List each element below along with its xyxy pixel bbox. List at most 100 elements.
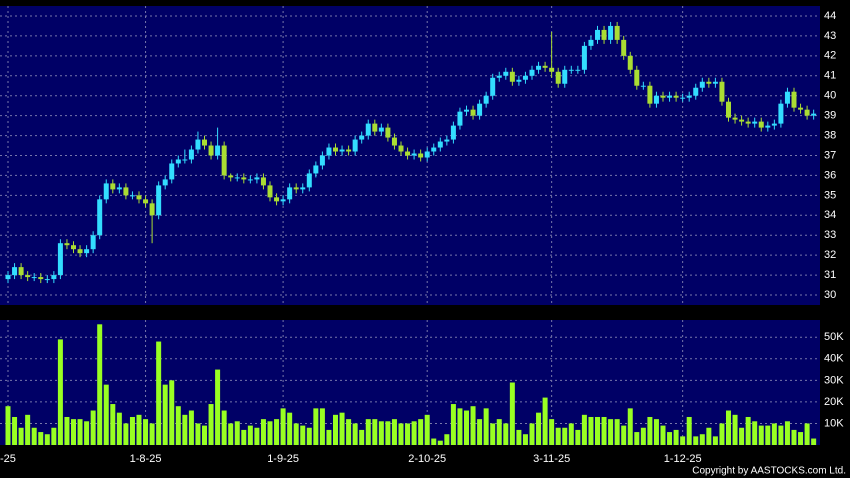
volume-bar — [522, 434, 528, 445]
volume-bar — [562, 427, 568, 445]
candle-body — [542, 65, 548, 68]
candle-body — [529, 69, 535, 76]
candle-body — [680, 97, 686, 99]
y-tick-label: 33 — [824, 229, 836, 241]
candle-body — [490, 77, 496, 96]
y-tick-label: 38 — [824, 129, 836, 141]
volume-bar — [77, 419, 83, 445]
volume-bar — [51, 427, 57, 445]
candle-body — [536, 65, 542, 70]
volume-bar — [162, 384, 168, 445]
candle-body — [516, 79, 522, 82]
candle-body — [686, 95, 692, 98]
volume-bar — [726, 410, 731, 445]
volume-bar — [221, 410, 227, 445]
candle-body — [31, 277, 37, 279]
candle-body — [208, 145, 214, 156]
volume-bar — [136, 414, 142, 445]
candle-body — [601, 29, 607, 40]
candle-body — [640, 85, 646, 87]
candle-body — [575, 69, 581, 71]
candle-body — [424, 151, 430, 158]
volume-bar — [247, 425, 253, 445]
volume-bar — [352, 423, 358, 445]
candle-body — [280, 199, 286, 202]
volume-bar — [254, 427, 260, 445]
volume-bar — [536, 412, 542, 445]
volume-bar — [745, 416, 751, 445]
candle-body — [811, 113, 817, 116]
volume-bar — [398, 423, 404, 445]
candle-body — [549, 67, 555, 72]
x-tick-label: -25 — [0, 453, 16, 465]
candle-body — [437, 141, 443, 148]
candle-body — [57, 243, 63, 276]
candle-body — [97, 199, 103, 236]
candle-body — [90, 235, 96, 250]
volume-bar — [175, 406, 181, 445]
candle-body — [319, 155, 325, 166]
volume-bar — [712, 436, 718, 445]
candle-body — [287, 187, 293, 200]
volume-bar — [188, 410, 194, 445]
y-tick-label: 39 — [824, 110, 836, 122]
candle-body — [457, 111, 463, 126]
candle-body — [326, 147, 332, 156]
volume-bar — [149, 423, 155, 445]
x-tick-label: 1-12-25 — [664, 453, 702, 465]
volume-bar — [621, 425, 627, 445]
volume-bar — [424, 414, 430, 445]
y-tick-label: 30 — [824, 289, 836, 301]
candle-body — [84, 249, 90, 254]
candle-body — [621, 39, 627, 56]
candle-body — [798, 107, 804, 110]
volume-bar — [372, 419, 378, 445]
candle-body — [202, 139, 207, 146]
volume-bar — [588, 416, 594, 445]
candle-body — [195, 139, 201, 150]
candle-body — [71, 245, 76, 250]
candle-body — [136, 195, 142, 200]
candle-body — [372, 123, 378, 132]
volume-bar — [44, 434, 50, 445]
candle-body — [627, 55, 633, 70]
volume-bar — [182, 414, 188, 445]
volume-bar — [464, 410, 469, 445]
candle-body — [726, 101, 731, 118]
volume-bar — [673, 429, 679, 445]
candle-body — [254, 177, 260, 180]
candle-body — [169, 163, 175, 180]
volume-bar — [771, 423, 777, 445]
volume-bar — [280, 408, 286, 445]
volume-bar — [450, 404, 456, 445]
volume-bar — [437, 440, 443, 445]
candle-body — [385, 127, 391, 138]
candle-body — [431, 147, 437, 152]
candle-body — [398, 145, 404, 152]
candle-body — [182, 159, 188, 161]
volume-bar — [614, 419, 620, 445]
candle-body — [568, 69, 574, 71]
volume-bar — [739, 427, 745, 445]
candle-body — [693, 87, 699, 96]
y-tick-label: 50K — [824, 331, 844, 343]
volume-bar — [116, 412, 122, 445]
candle-body — [51, 275, 57, 280]
y-tick-label: 43 — [824, 30, 836, 42]
volume-bar — [202, 425, 207, 445]
volume-bar — [274, 419, 280, 445]
candle-body — [149, 203, 155, 216]
volume-bar — [699, 434, 705, 445]
candle-body — [784, 91, 790, 104]
volume-bar — [503, 423, 509, 445]
volume-bar — [287, 412, 293, 445]
volume-bar — [103, 384, 109, 445]
candle-body — [450, 125, 456, 140]
candle-body — [588, 39, 594, 46]
candle-body — [522, 75, 528, 80]
volume-bar — [378, 421, 384, 445]
candle-body — [562, 69, 568, 84]
candle-body — [64, 243, 70, 246]
volume-bar — [418, 419, 424, 445]
